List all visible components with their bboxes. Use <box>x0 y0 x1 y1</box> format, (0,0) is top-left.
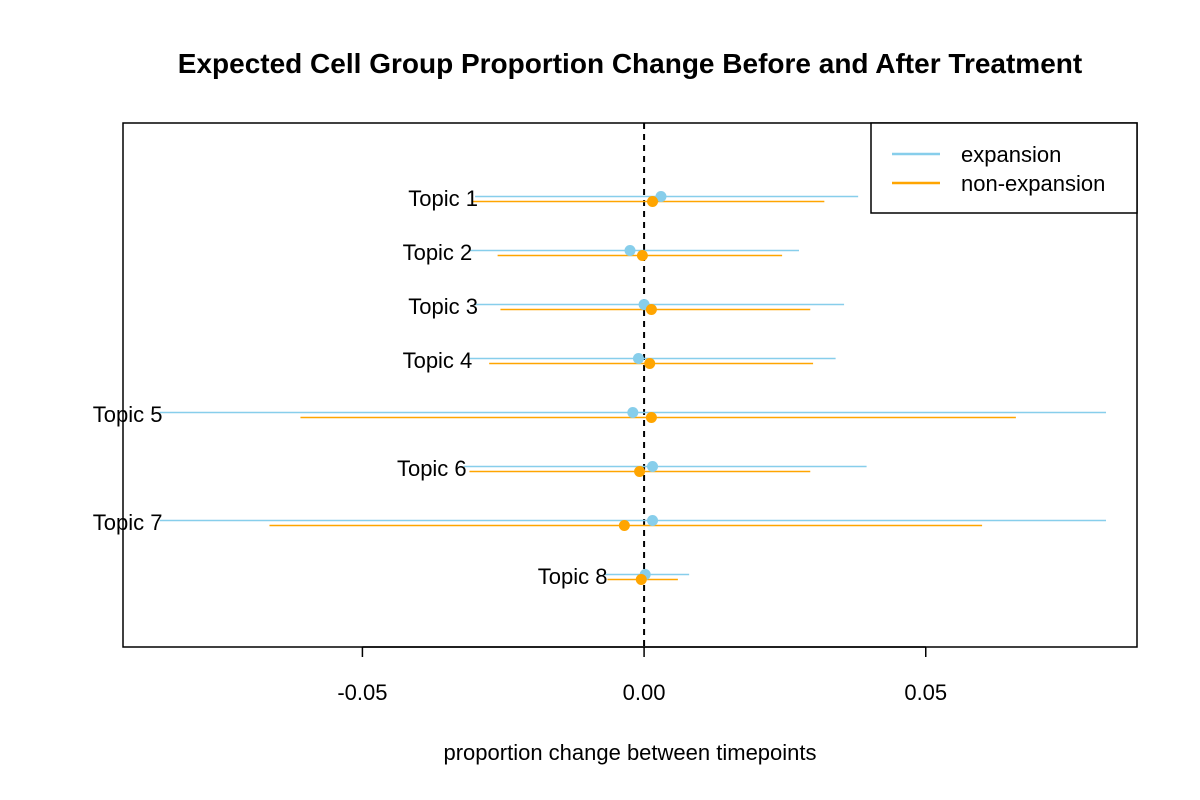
estimate-expansion-topic-4 <box>632 353 644 364</box>
legend-box <box>870 122 1138 214</box>
estimate-non-expansion-topic-4 <box>644 358 656 369</box>
topic-label: Topic 1 <box>408 186 478 211</box>
x-tick-label: 0.00 <box>623 680 666 705</box>
estimate-non-expansion-topic-5 <box>645 412 657 423</box>
topic-label: Topic 6 <box>397 456 467 481</box>
estimate-non-expansion-topic-3 <box>645 304 657 315</box>
estimate-non-expansion-topic-7 <box>618 520 630 531</box>
estimate-non-expansion-topic-1 <box>647 196 659 207</box>
estimate-expansion-topic-5 <box>627 407 639 418</box>
topic-label-group: Topic 1 Topic 2 Topic 3 Topic 4 Topic 5 Topic… <box>93 186 608 589</box>
estimate-group <box>618 191 667 585</box>
estimate-expansion-topic-7 <box>647 515 659 526</box>
estimate-expansion-topic-2 <box>624 245 636 256</box>
legend-label-non-expansion: non-expansion <box>961 171 1105 196</box>
legend: expansion non-expansion <box>870 122 1138 214</box>
x-tick-label: -0.05 <box>337 680 387 705</box>
topic-label: Topic 7 <box>93 510 163 535</box>
topic-label: Topic 4 <box>403 348 473 373</box>
x-axis-label: proportion change between timepoints <box>443 740 816 765</box>
topic-label: Topic 5 <box>93 402 163 427</box>
estimate-non-expansion-topic-6 <box>634 466 646 477</box>
legend-label-expansion: expansion <box>961 142 1061 167</box>
topic-label: Topic 8 <box>538 564 608 589</box>
x-tick-label: 0.05 <box>904 680 947 705</box>
x-axis: -0.05 0.00 0.05 <box>337 646 947 705</box>
estimate-non-expansion-topic-2 <box>636 250 648 261</box>
estimate-expansion-topic-1 <box>655 191 667 202</box>
topic-label: Topic 3 <box>408 294 478 319</box>
topic-label: Topic 2 <box>403 240 473 265</box>
estimate-expansion-topic-6 <box>647 461 659 472</box>
estimate-non-expansion-topic-8 <box>635 574 647 585</box>
chart-title: Expected Cell Group Proportion Change Be… <box>178 48 1082 79</box>
